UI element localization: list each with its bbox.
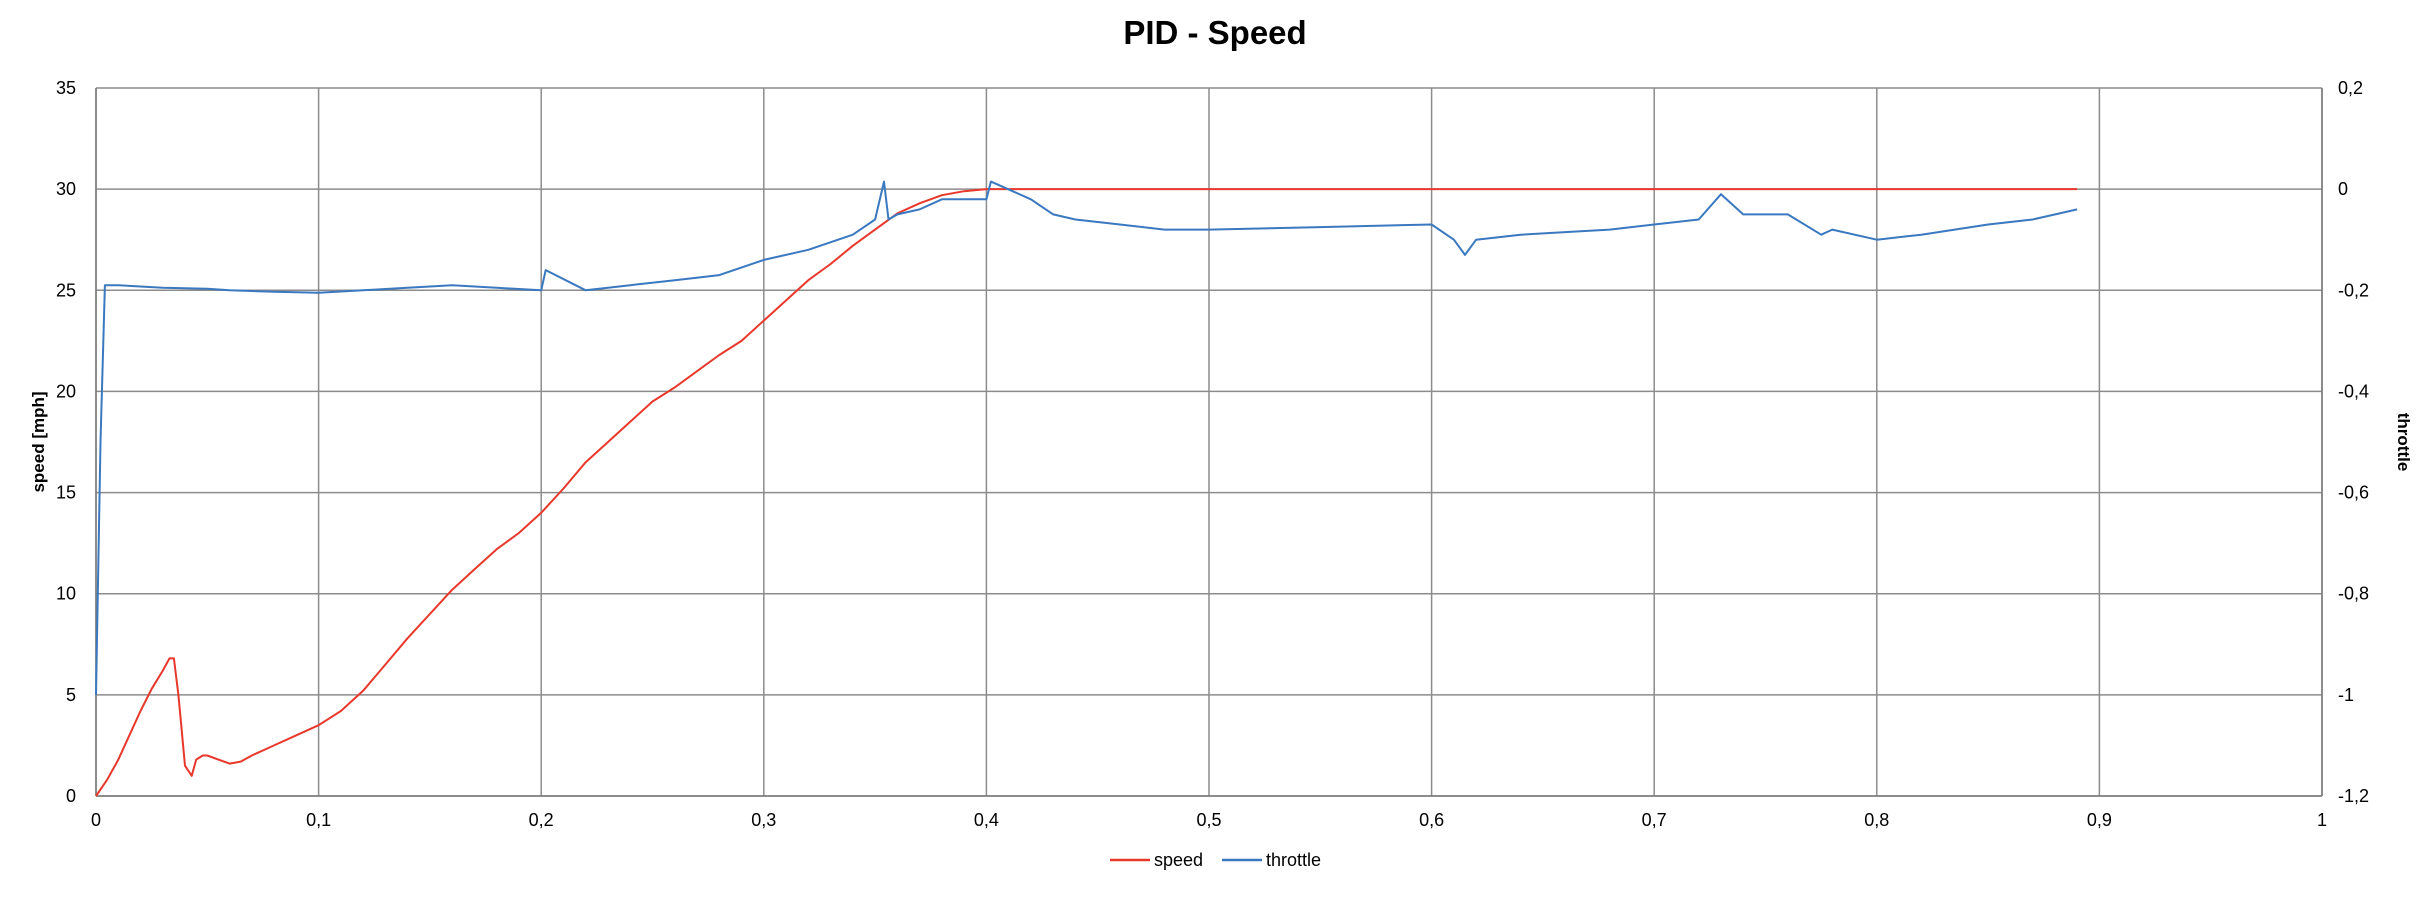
y-tick-label: 25 xyxy=(56,280,76,300)
y-tick-label: 15 xyxy=(56,483,76,503)
x-tick-label: 0 xyxy=(91,810,101,830)
y2-tick-label: -0,6 xyxy=(2338,483,2369,503)
y2-axis-title: throttle xyxy=(2394,413,2413,472)
tick-labels: 0 0,1 0,2 0,3 0,4 0,5 0,6 0,7 0,8 0,9 105101520253… xyxy=(56,78,2369,830)
y-tick-label: 30 xyxy=(56,179,76,199)
x-tick-label: 0,2 xyxy=(529,810,554,830)
y2-tick-label: 0,2 xyxy=(2338,78,2363,98)
y2-tick-label: 0 xyxy=(2338,179,2348,199)
x-tick-label: 0,1 xyxy=(306,810,331,830)
x-tick-label: 1 xyxy=(2317,810,2327,830)
x-tick-label: 0,4 xyxy=(974,810,999,830)
x-tick-label: 0,3 xyxy=(751,810,776,830)
y2-tick-label: -0,4 xyxy=(2338,381,2369,401)
chart-title: PID - Speed xyxy=(1123,14,1306,51)
y2-tick-label: -0,8 xyxy=(2338,584,2369,604)
y-tick-label: 0 xyxy=(66,786,76,806)
legend: speed throttle xyxy=(1110,850,1321,870)
series xyxy=(95,180,2078,797)
y-tick-label: 20 xyxy=(56,381,76,401)
y-tick-label: 10 xyxy=(56,584,76,604)
x-tick-label: 0,7 xyxy=(1642,810,1667,830)
y2-tick-label: -1 xyxy=(2338,685,2354,705)
y-tick-label: 35 xyxy=(56,78,76,98)
y2-tick-label: -0,2 xyxy=(2338,280,2369,300)
legend-label-throttle: throttle xyxy=(1266,850,1321,870)
series-line-speed xyxy=(95,188,2078,797)
x-tick-label: 0,9 xyxy=(2087,810,2112,830)
x-tick-label: 0,6 xyxy=(1419,810,1444,830)
y-tick-label: 5 xyxy=(66,685,76,705)
series-line-throttle xyxy=(95,180,2078,695)
y-axis-title: speed [mph] xyxy=(29,391,48,492)
x-tick-label: 0,8 xyxy=(1864,810,1889,830)
grid xyxy=(95,87,2323,797)
legend-label-speed: speed xyxy=(1154,850,1203,870)
x-tick-label: 0,5 xyxy=(1196,810,1221,830)
y2-tick-label: -1,2 xyxy=(2338,786,2369,806)
